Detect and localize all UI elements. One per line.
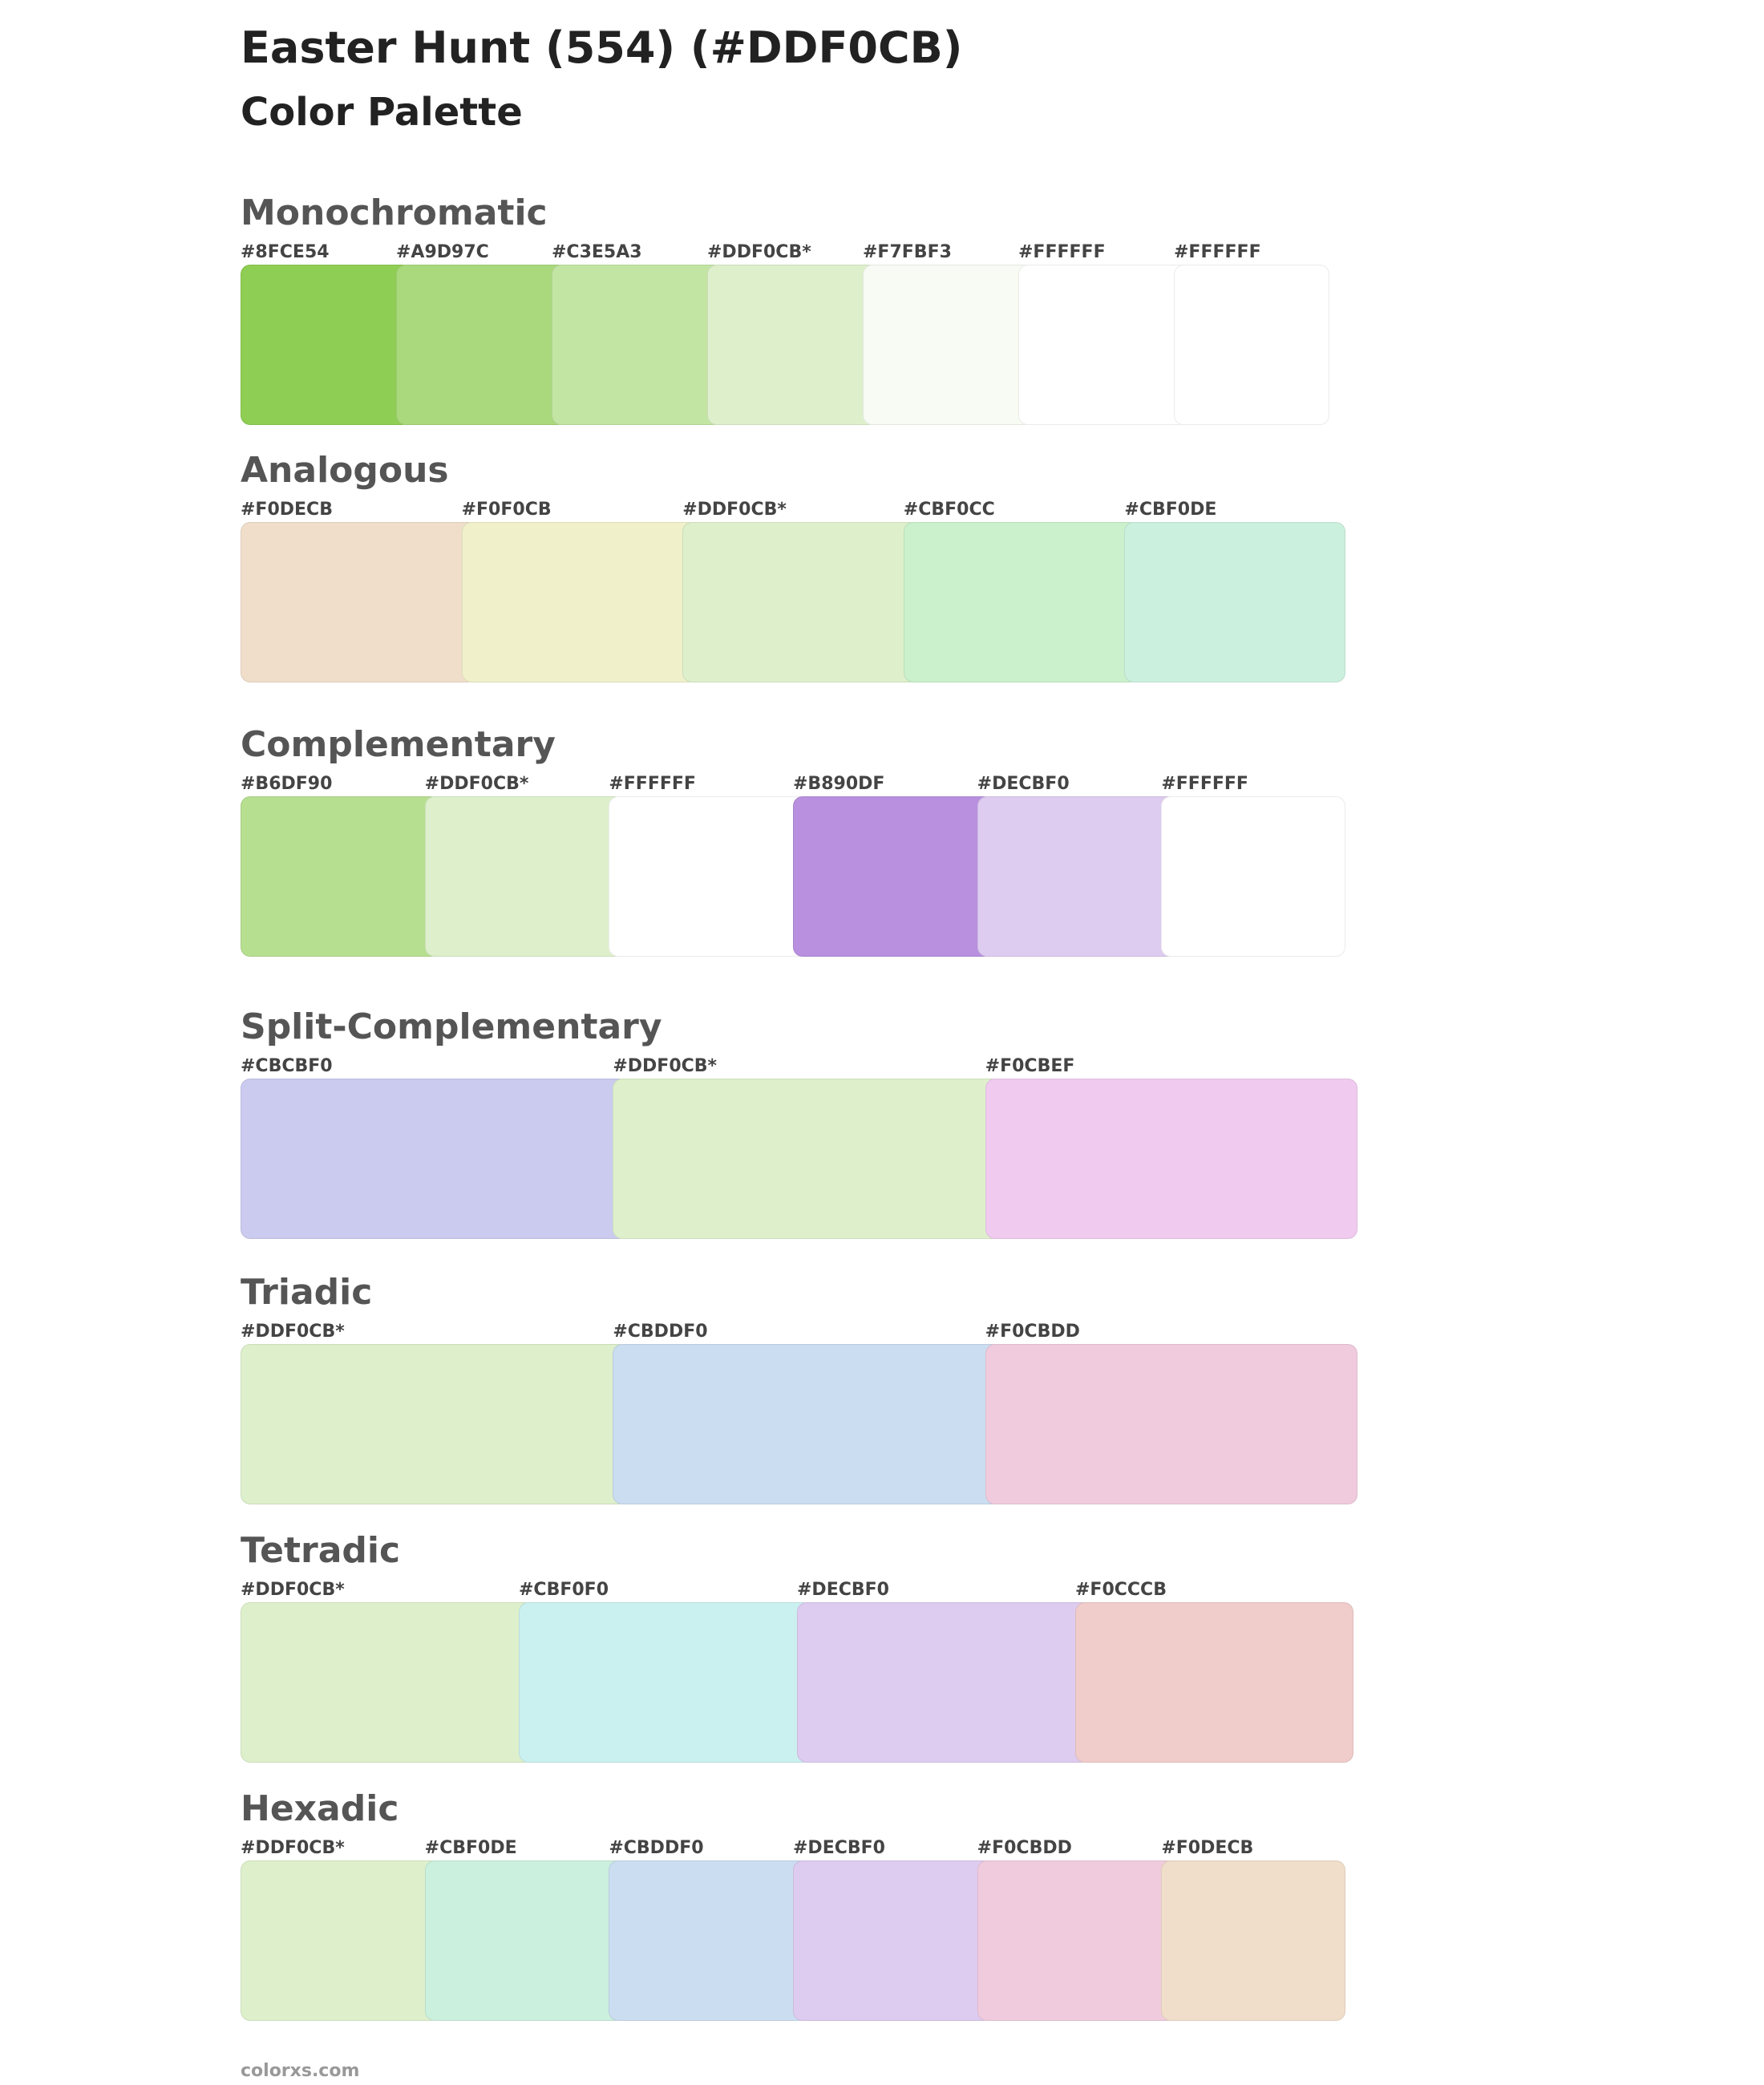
swatch: [985, 1079, 1357, 1239]
section-title: Monochromatic: [241, 192, 548, 233]
section-title: Tetradic: [241, 1530, 401, 1571]
swatch-label: #DDF0CB*: [424, 774, 529, 794]
swatch-label: #DECBF0: [797, 1580, 889, 1600]
swatch-label: #DDF0CB*: [241, 1580, 345, 1600]
swatch: [903, 522, 1141, 682]
section-title: Split-Complementary: [241, 1006, 662, 1047]
swatch: [241, 1344, 629, 1504]
swatch: [613, 1344, 1001, 1504]
swatch-label: #FFFFFF: [609, 774, 696, 794]
swatch-label: #FFFFFF: [1018, 242, 1106, 262]
swatch: [793, 1860, 993, 2021]
swatch: [682, 522, 920, 682]
swatch-label: #CBF0DE: [424, 1838, 517, 1858]
swatch-label: #CBDDF0: [609, 1838, 704, 1858]
swatch: [519, 1602, 813, 1763]
swatch-label: #CBF0CC: [903, 500, 995, 520]
swatch-label: #A9D97C: [396, 242, 489, 262]
swatch: [1161, 1860, 1345, 2021]
swatch-label: #F0CCCB: [1075, 1580, 1167, 1600]
swatch: [613, 1079, 1001, 1239]
swatch: [609, 1860, 809, 2021]
swatch: [241, 522, 478, 682]
swatch: [241, 1079, 629, 1239]
swatch-label: #DECBF0: [977, 774, 1070, 794]
swatch-label: #CBDDF0: [613, 1322, 708, 1342]
swatch-label: #DECBF0: [793, 1838, 885, 1858]
swatch: [793, 796, 993, 957]
swatch-label: #DDF0CB*: [707, 242, 811, 262]
swatch-label: #C3E5A3: [552, 242, 642, 262]
swatch: [707, 265, 879, 425]
swatch-label: #F0DECB: [1161, 1838, 1254, 1858]
footer: colorxs.com: [241, 2061, 360, 2081]
swatch-label: #CBF0F0: [519, 1580, 609, 1600]
swatch: [1075, 1602, 1353, 1763]
swatch-label: #DDF0CB*: [241, 1322, 345, 1342]
swatch: [797, 1602, 1091, 1763]
swatch-label: #F0F0CB: [461, 500, 552, 520]
swatch: [1124, 522, 1345, 682]
swatch-label: #F7FBF3: [863, 242, 952, 262]
swatch: [241, 796, 441, 957]
swatch-label: #B890DF: [793, 774, 885, 794]
swatch-label: #B6DF90: [241, 774, 333, 794]
swatch: [241, 1860, 441, 2021]
swatch-label: #FFFFFF: [1174, 242, 1261, 262]
swatch: [977, 1860, 1178, 2021]
swatch: [977, 796, 1178, 957]
swatch: [985, 1344, 1357, 1504]
swatch: [1161, 796, 1345, 957]
swatch-label: #CBF0DE: [1124, 500, 1217, 520]
swatch-label: #DDF0CB*: [682, 500, 787, 520]
swatch: [461, 522, 699, 682]
page-subtitle: Color Palette: [241, 90, 523, 135]
swatch-label: #DDF0CB*: [613, 1056, 718, 1076]
swatch: [1174, 265, 1329, 425]
swatch-label: #FFFFFF: [1161, 774, 1248, 794]
swatch: [396, 265, 568, 425]
section-title: Triadic: [241, 1272, 373, 1313]
swatch-label: #CBCBF0: [241, 1056, 333, 1076]
section-title: Hexadic: [241, 1788, 399, 1829]
swatch-label: #F0CBDD: [985, 1322, 1080, 1342]
swatch: [241, 265, 412, 425]
page-title: Easter Hunt (554) (#DDF0CB): [241, 22, 963, 73]
swatch: [424, 796, 625, 957]
swatch-label: #F0CBEF: [985, 1056, 1075, 1076]
swatch-label: #F0CBDD: [977, 1838, 1072, 1858]
swatch: [609, 796, 809, 957]
swatch: [1018, 265, 1190, 425]
swatch: [552, 265, 723, 425]
swatch: [241, 1602, 535, 1763]
swatch: [424, 1860, 625, 2021]
section-title: Analogous: [241, 450, 449, 491]
swatch-label: #F0DECB: [241, 500, 333, 520]
swatch-label: #DDF0CB*: [241, 1838, 345, 1858]
swatch: [863, 265, 1034, 425]
swatch-label: #8FCE54: [241, 242, 330, 262]
section-title: Complementary: [241, 724, 556, 765]
